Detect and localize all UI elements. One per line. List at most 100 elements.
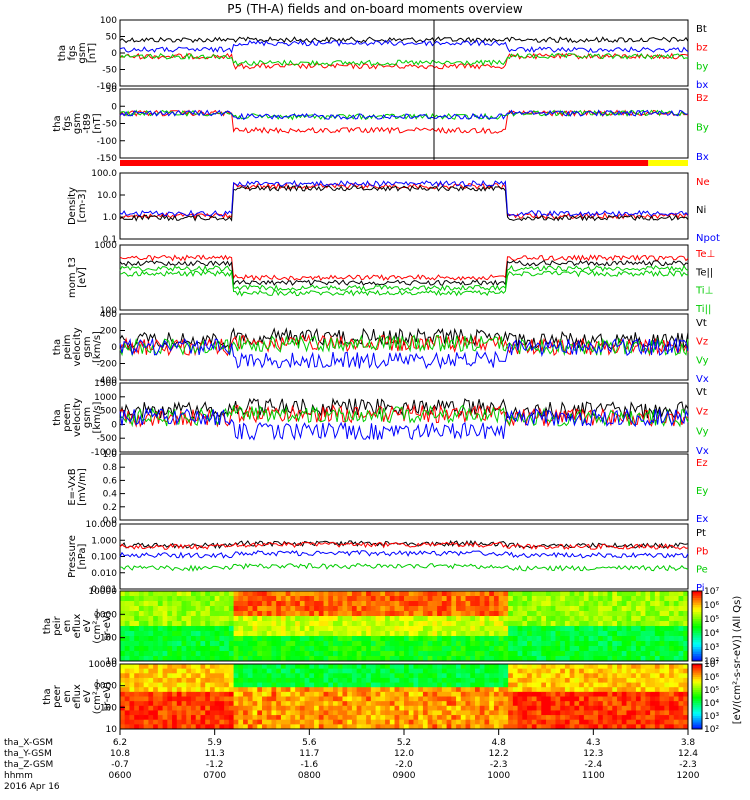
- spectrogram-cell: [635, 715, 642, 721]
- spectrogram-cell: [290, 596, 296, 602]
- spectrogram-cell: [626, 696, 632, 702]
- colorbar-tick: 10³: [704, 643, 719, 653]
- spectrogram-cell: [432, 705, 438, 711]
- spectrogram-cell: [138, 691, 145, 697]
- spectrogram-cell: [138, 646, 145, 652]
- spectrogram-cell: [484, 719, 490, 725]
- mode-bar-red: [120, 160, 649, 166]
- spectrogram-cell: [650, 616, 656, 622]
- spectrogram-cell: [351, 636, 358, 642]
- spectrogram-cell: [460, 687, 467, 693]
- spectrogram-cell: [408, 664, 414, 670]
- spectrogram-cell: [285, 664, 291, 670]
- spectrogram-cell: [238, 715, 244, 721]
- spectrogram-cell: [574, 656, 580, 662]
- spectrogram-cell: [342, 596, 348, 602]
- spectrogram-cell: [238, 591, 244, 597]
- trace-pi: [119, 550, 689, 559]
- spectrogram-cell: [683, 611, 689, 617]
- y-tick-label: 1000: [94, 610, 117, 620]
- spectrogram-cell: [247, 616, 254, 622]
- x-tick-label: 11.7: [299, 749, 319, 759]
- spectrogram-cell: [564, 691, 571, 697]
- colorbar-cell: [692, 633, 702, 636]
- spectrogram-cell: [484, 691, 490, 697]
- spectrogram-cell: [191, 651, 197, 657]
- spectrogram-cell: [456, 677, 462, 684]
- spectrogram-cell: [129, 715, 135, 721]
- legend-entry: Vz: [696, 337, 708, 348]
- spectrogram-cell: [276, 701, 282, 707]
- spectrogram-cell: [271, 705, 277, 711]
- spectrogram-cell: [205, 682, 211, 688]
- spectrogram-cell: [503, 616, 509, 622]
- spectrogram-cell: [493, 715, 500, 721]
- spectrogram-cell: [120, 601, 126, 607]
- spectrogram-cell: [475, 616, 481, 622]
- spectrogram-cell: [243, 631, 249, 637]
- spectrogram-cell: [465, 701, 471, 707]
- spectrogram-cell: [138, 668, 145, 674]
- spectrogram-cell: [309, 601, 315, 607]
- spectrogram-cell: [588, 636, 594, 642]
- spectrogram-cell: [209, 636, 216, 642]
- spectrogram-cell: [451, 641, 457, 647]
- legend-entry: Pt: [696, 528, 706, 539]
- spectrogram-cell: [669, 691, 675, 697]
- spectrogram-cell: [479, 616, 485, 622]
- spectrogram-cell: [285, 621, 291, 627]
- spectrogram-cell: [531, 673, 538, 679]
- spectrogram-cell: [560, 687, 566, 693]
- spectrogram-cell: [645, 677, 651, 684]
- spectrogram-cell: [361, 696, 367, 702]
- spectrogram-cell: [422, 710, 429, 716]
- spectrogram-cell: [546, 656, 552, 662]
- spectrogram-cell: [299, 705, 306, 711]
- spectrogram-cell: [470, 646, 476, 652]
- spectrogram-cell: [271, 668, 277, 674]
- spectrogram-cell: [318, 626, 325, 632]
- spectrogram-cell: [579, 636, 585, 642]
- spectrogram-cell: [370, 682, 377, 688]
- spectrogram-cell: [252, 701, 258, 707]
- spectrogram-cell: [209, 696, 216, 702]
- spectrogram-cell: [560, 668, 566, 674]
- spectrogram-cell: [654, 616, 661, 622]
- spectrogram-cell: [138, 651, 145, 657]
- spectrogram-cell: [550, 696, 556, 702]
- spectrogram-cell: [167, 701, 173, 707]
- spectrogram-cell: [536, 677, 542, 684]
- x-tick-label: 12.2: [489, 749, 509, 759]
- spectrogram-cell: [626, 656, 632, 662]
- spectrogram-cell: [427, 631, 433, 637]
- spectrogram-cell: [134, 621, 140, 627]
- spectrogram-cell: [498, 631, 504, 637]
- spectrogram-cell: [304, 611, 310, 617]
- spectrogram-cell: [143, 596, 149, 602]
- spectrogram-cell: [413, 601, 419, 607]
- spectrogram-cell: [186, 673, 192, 679]
- spectrogram-cell: [323, 682, 329, 688]
- spectrogram-cell: [617, 626, 623, 632]
- spectrogram-cell: [134, 664, 140, 670]
- spectrogram-cell: [157, 646, 164, 652]
- spectrogram-cell: [546, 664, 552, 670]
- spectrogram-cell: [337, 673, 343, 679]
- spectrogram-cell: [522, 626, 528, 632]
- spectrogram-cell: [683, 596, 689, 602]
- spectrogram-cell: [356, 691, 362, 697]
- spectrogram-cell: [446, 715, 452, 721]
- spectrogram-cell: [508, 705, 514, 711]
- spectrogram-cell: [446, 626, 452, 632]
- spectrogram-cell: [602, 651, 609, 657]
- spectrogram-cell: [418, 710, 424, 716]
- spectrogram-cell: [328, 631, 334, 637]
- spectrogram-cell: [522, 673, 528, 679]
- spectrogram-cell: [456, 606, 462, 612]
- spectrogram-cell: [404, 696, 410, 702]
- spectrogram-cell: [380, 682, 386, 688]
- spectrogram-cell: [252, 710, 258, 716]
- spectrogram-cell: [612, 701, 618, 707]
- spectrogram-cell: [531, 724, 538, 730]
- spectrogram-cell: [546, 616, 552, 622]
